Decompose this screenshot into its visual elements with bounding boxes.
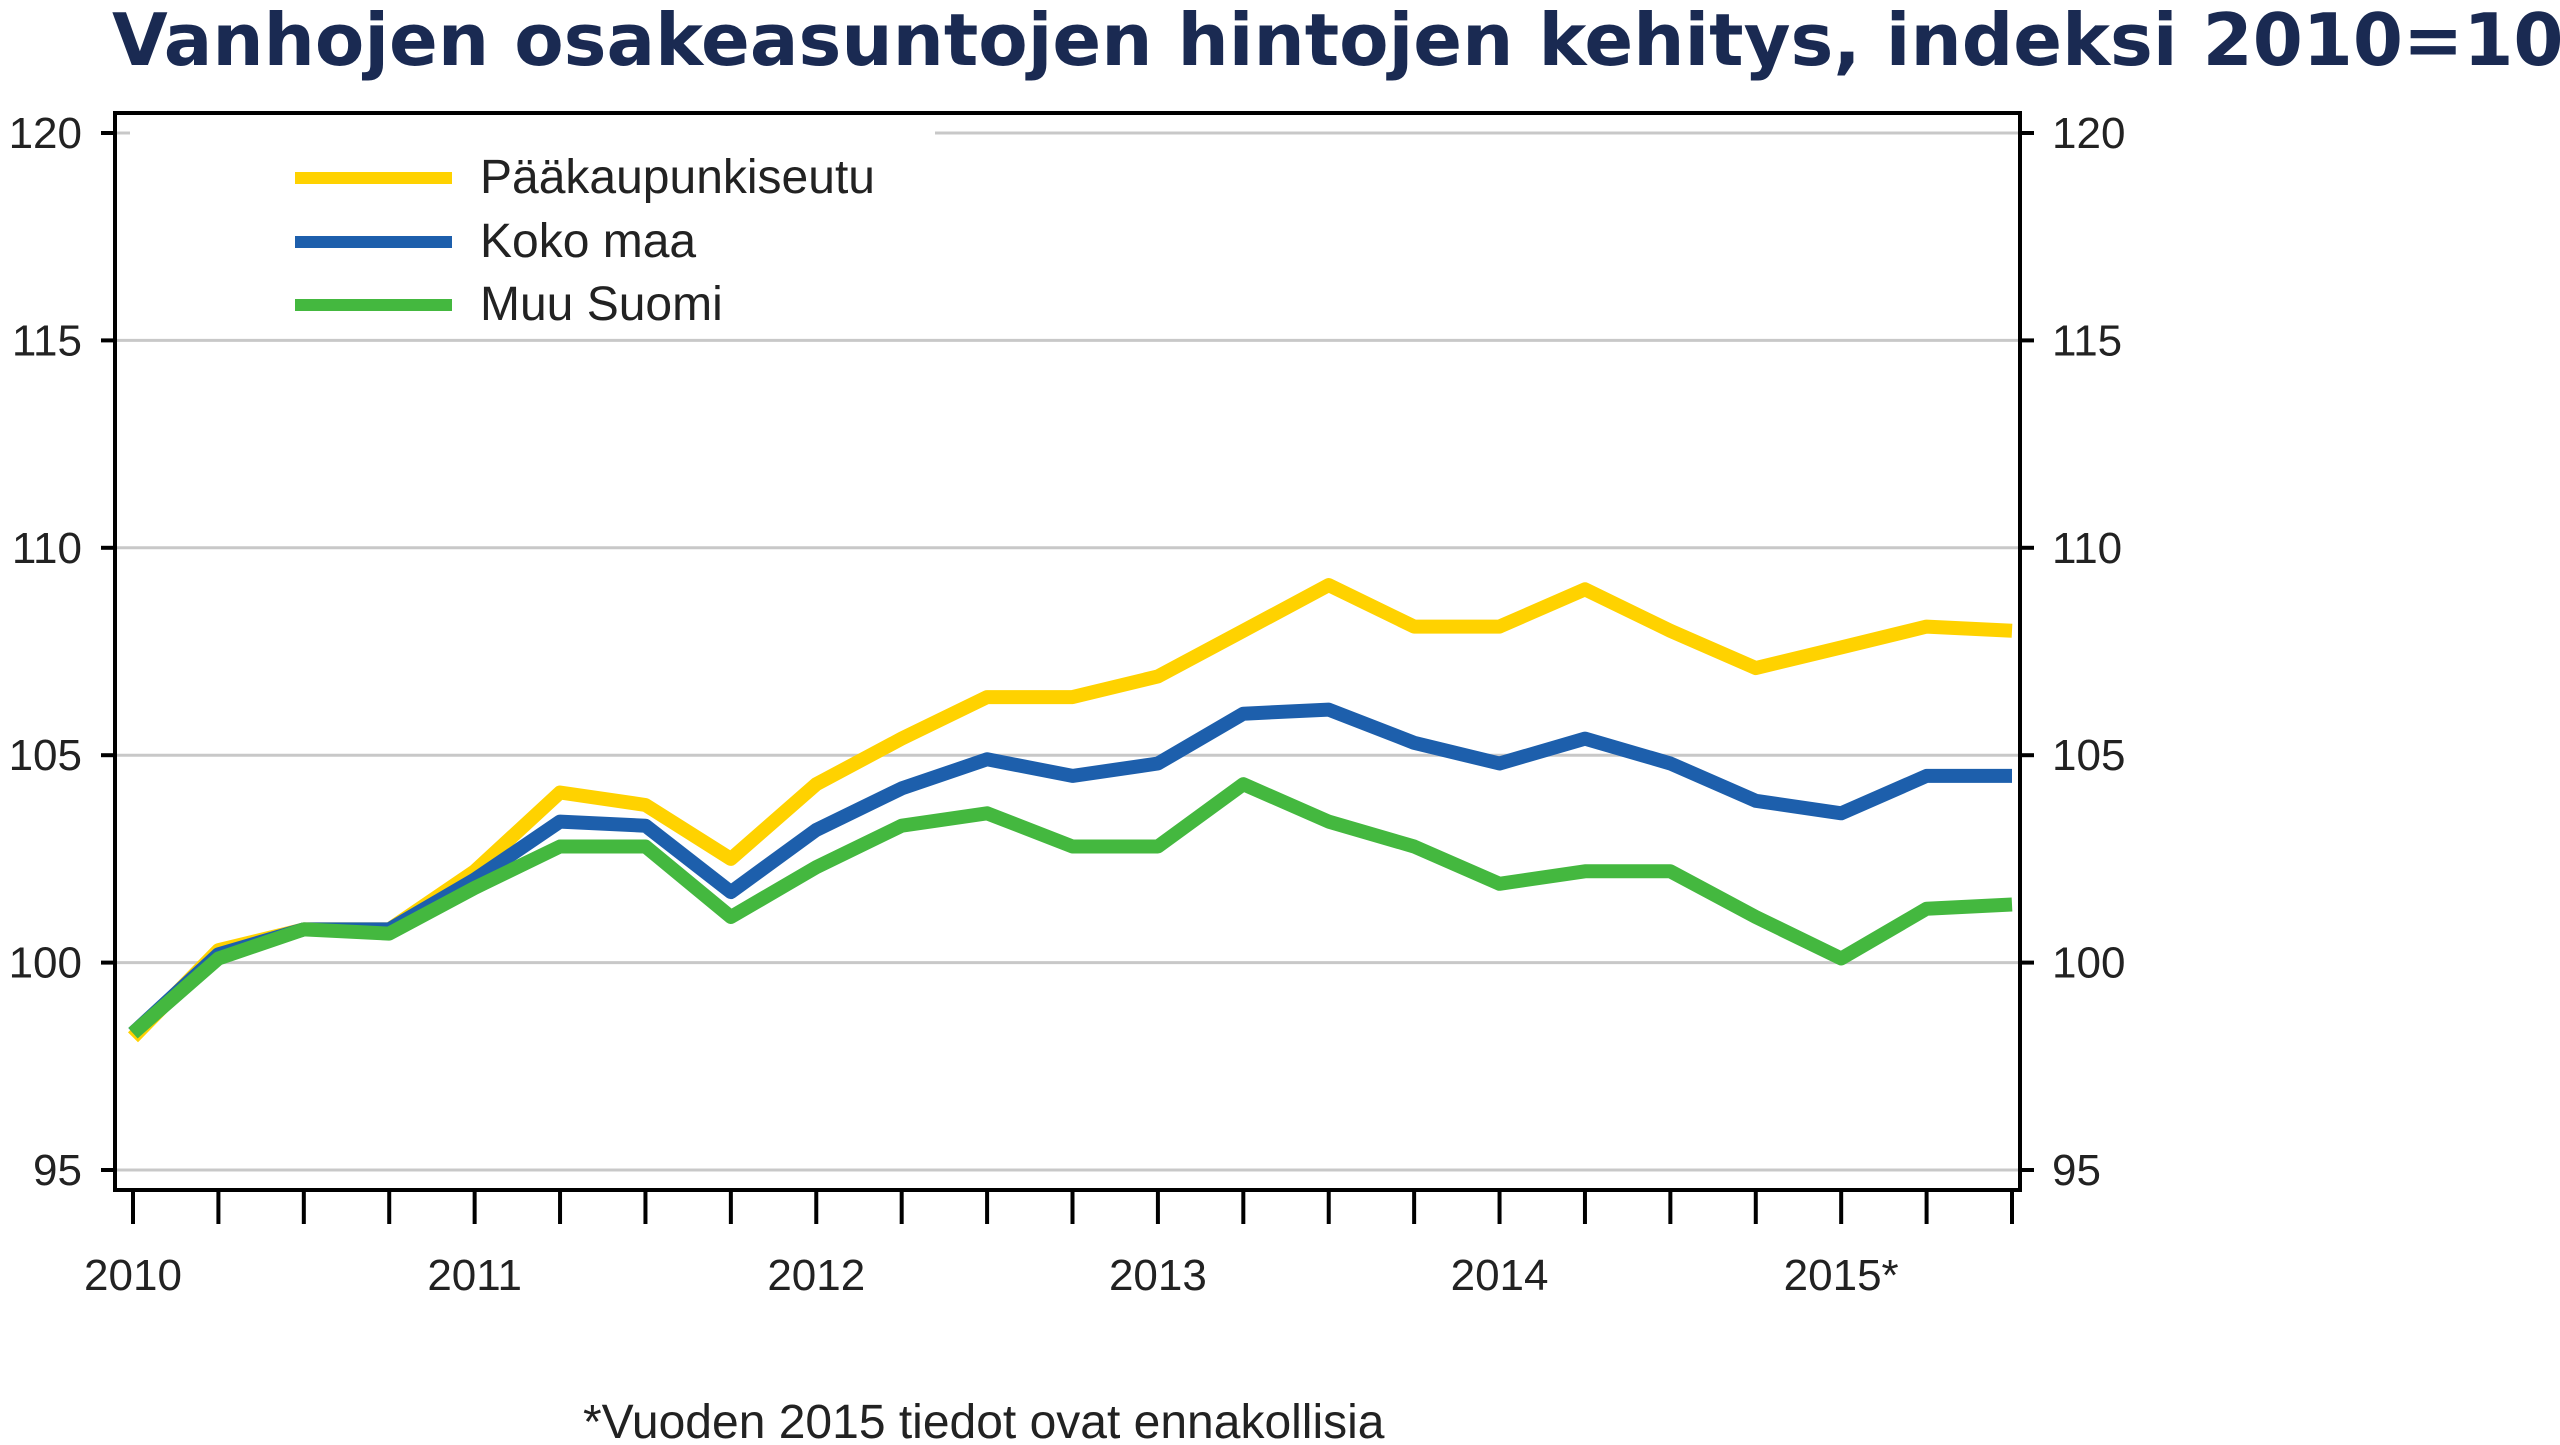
chart-title: Vanhojen osakeasuntojen hintojen kehitys…: [112, 0, 2560, 82]
y-tick-label-left: 95: [33, 1146, 82, 1195]
y-tick-label-right: 115: [2052, 316, 2122, 365]
y-tick-label-left: 110: [12, 524, 82, 573]
series-line-koko-maa: [128, 702, 2012, 1039]
y-tick-label-left: 100: [9, 939, 82, 988]
x-tick-label: 2011: [427, 1251, 522, 1300]
legend: Pääkaupunkiseutu Koko maa Muu Suomi: [295, 151, 875, 331]
series-line-p-kaupunkiseutu: [128, 578, 2013, 1043]
plot-frame: [113, 111, 2022, 1192]
y-tick-label-right: 100: [2052, 939, 2125, 988]
y-tick-label-right: 110: [2052, 524, 2122, 573]
y-tick-label-left: 115: [12, 316, 82, 365]
footnote: *Vuoden 2015 tiedot ovat ennakollisia: [583, 1396, 1385, 1440]
y-tick-label-right: 95: [2052, 1146, 2101, 1195]
x-tick-label: 2012: [767, 1251, 865, 1300]
y-tick-label-right: 105: [2052, 731, 2125, 780]
legend-label: Pääkaupunkiseutu: [480, 151, 875, 204]
legend-label: Koko maa: [480, 215, 696, 268]
y-tick-label-left: 105: [9, 731, 82, 780]
legend-label: Muu Suomi: [480, 278, 723, 331]
series-line-muu-suomi: [128, 777, 2013, 1039]
series-lines: [128, 578, 2013, 1043]
gridlines: [115, 131, 2020, 1172]
x-tick-label: 2014: [1451, 1251, 1549, 1300]
y-tick-label-left: 120: [9, 109, 82, 158]
x-tick-label: 2013: [1109, 1251, 1207, 1300]
x-tick-label: 2010: [84, 1251, 182, 1300]
axes: 95 95 100 100 105 105 110 110 115 115 120 120 2010 20…: [9, 109, 2126, 1300]
y-tick-label-right: 120: [2052, 109, 2125, 158]
x-tick-label: 2015*: [1784, 1251, 1899, 1300]
